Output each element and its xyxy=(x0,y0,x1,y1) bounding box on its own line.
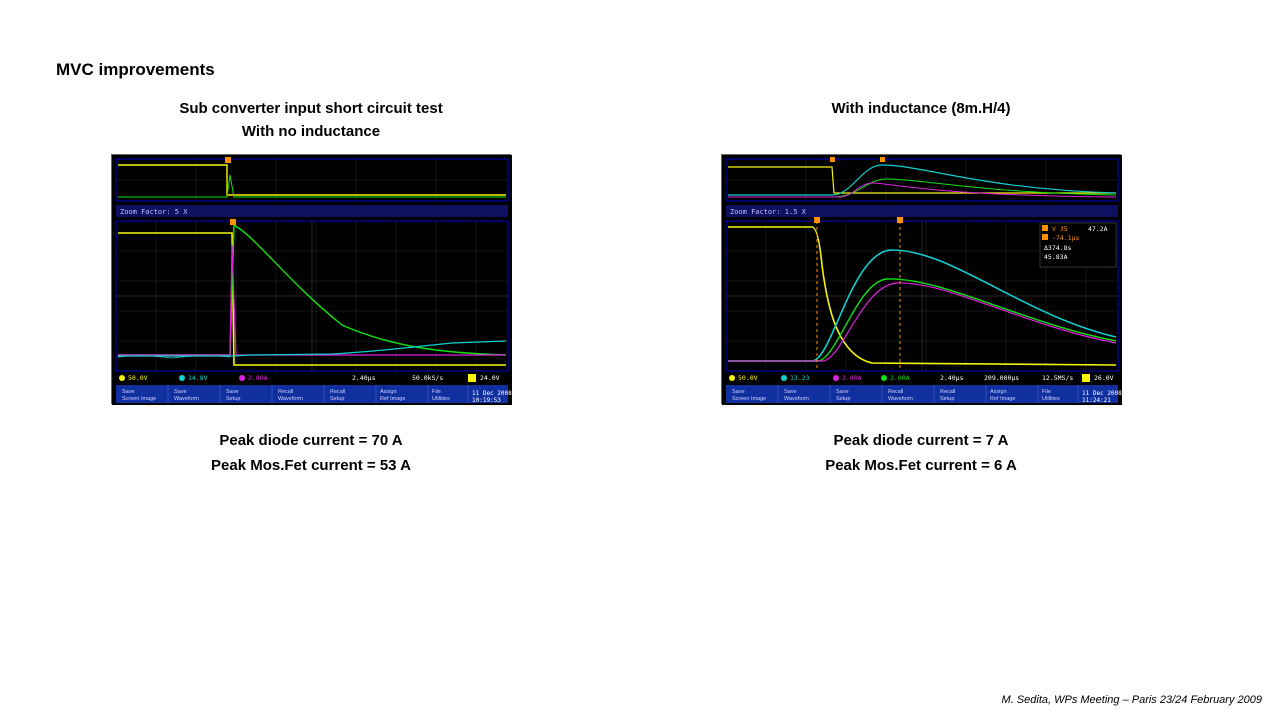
svg-text:Recall: Recall xyxy=(330,389,345,395)
svg-text:Waveform: Waveform xyxy=(888,396,913,402)
svg-text:11 Dec 2008: 11 Dec 2008 xyxy=(1082,390,1122,397)
two-column-layout: Sub converter input short circuit test W… xyxy=(56,100,1224,482)
svg-text:V 35: V 35 xyxy=(1052,225,1068,233)
svg-text:Waveform: Waveform xyxy=(784,396,809,402)
oscilloscope-left: Zoom Factor: 5 X xyxy=(111,154,511,404)
svg-text:13.23: 13.23 xyxy=(790,374,810,382)
left-column: Sub converter input short circuit test W… xyxy=(56,100,566,482)
svg-text:Δ374.8s: Δ374.8s xyxy=(1044,244,1071,252)
svg-text:Utilities: Utilities xyxy=(432,396,450,402)
right-subtitle: With inductance (8m.H/4) xyxy=(831,100,1010,117)
left-caption-diode: Peak diode current = 70 A xyxy=(219,432,402,449)
svg-text:24.0V: 24.0V xyxy=(480,374,500,382)
left-subtitle: Sub converter input short circuit test xyxy=(179,100,442,117)
svg-text:Save: Save xyxy=(174,389,187,395)
left-subsubtitle: With no inductance xyxy=(242,123,380,140)
svg-text:Ref Image: Ref Image xyxy=(990,396,1015,402)
svg-text:45.83A: 45.83A xyxy=(1044,253,1068,261)
svg-text:File: File xyxy=(432,389,441,395)
svg-text:Waveform: Waveform xyxy=(278,396,303,402)
svg-text:Recall: Recall xyxy=(278,389,293,395)
svg-text:-74.1μs: -74.1μs xyxy=(1052,234,1079,242)
svg-text:Zoom Factor: 1.5 X: Zoom Factor: 1.5 X xyxy=(730,208,807,216)
svg-text:2.40μs: 2.40μs xyxy=(352,374,376,382)
svg-text:Save: Save xyxy=(836,389,849,395)
svg-text:Utilities: Utilities xyxy=(1042,396,1060,402)
svg-text:Save: Save xyxy=(784,389,797,395)
svg-text:Setup: Setup xyxy=(940,396,954,402)
svg-text:2.80A: 2.80A xyxy=(248,374,268,382)
svg-text:Recall: Recall xyxy=(888,389,903,395)
right-column: With inductance (8m.H/4) xyxy=(666,100,1176,482)
right-caption-mosfet: Peak Mos.Fet current = 6 A xyxy=(825,457,1017,474)
svg-text:Save: Save xyxy=(226,389,239,395)
left-caption-mosfet: Peak Mos.Fet current = 53 A xyxy=(211,457,411,474)
svg-text:Setup: Setup xyxy=(226,396,240,402)
svg-text:Assign: Assign xyxy=(990,389,1007,395)
svg-text:11:24:21: 11:24:21 xyxy=(1082,397,1111,404)
svg-text:Save: Save xyxy=(122,389,135,395)
svg-text:Setup: Setup xyxy=(330,396,344,402)
svg-text:Screen Image: Screen Image xyxy=(732,396,766,402)
page-title: MVC improvements xyxy=(56,60,1224,80)
right-spacer xyxy=(919,123,923,140)
svg-text:2.40μs: 2.40μs xyxy=(940,374,964,382)
svg-text:11 Dec 2008: 11 Dec 2008 xyxy=(472,390,512,397)
svg-text:50.0V: 50.0V xyxy=(738,374,758,382)
oscilloscope-right: Zoom Factor: 1.5 X xyxy=(721,154,1121,404)
svg-text:File: File xyxy=(1042,389,1051,395)
svg-text:Assign: Assign xyxy=(380,389,397,395)
svg-text:Ref Image: Ref Image xyxy=(380,396,405,402)
svg-text:2.00A: 2.00A xyxy=(890,374,910,382)
svg-text:Setup: Setup xyxy=(836,396,850,402)
svg-text:Screen Image: Screen Image xyxy=(122,396,156,402)
svg-text:209.000μs: 209.000μs xyxy=(984,374,1019,382)
svg-text:14.8V: 14.8V xyxy=(188,374,208,382)
svg-text:2.00A: 2.00A xyxy=(842,374,862,382)
svg-text:10:19:53: 10:19:53 xyxy=(472,397,501,404)
svg-text:Zoom Factor: 5 X: Zoom Factor: 5 X xyxy=(120,208,188,216)
svg-text:47.2A: 47.2A xyxy=(1088,225,1108,233)
right-caption-diode: Peak diode current = 7 A xyxy=(834,432,1009,449)
svg-text:50.0kS/s: 50.0kS/s xyxy=(412,374,443,382)
svg-text:50.0V: 50.0V xyxy=(128,374,148,382)
svg-text:Save: Save xyxy=(732,389,745,395)
svg-text:Waveform: Waveform xyxy=(174,396,199,402)
svg-text:26.0V: 26.0V xyxy=(1094,374,1114,382)
svg-text:12.5MS/s: 12.5MS/s xyxy=(1042,374,1073,382)
footer-credit: M. Sedita, WPs Meeting – Paris 23/24 Feb… xyxy=(1002,694,1262,706)
svg-text:Recall: Recall xyxy=(940,389,955,395)
